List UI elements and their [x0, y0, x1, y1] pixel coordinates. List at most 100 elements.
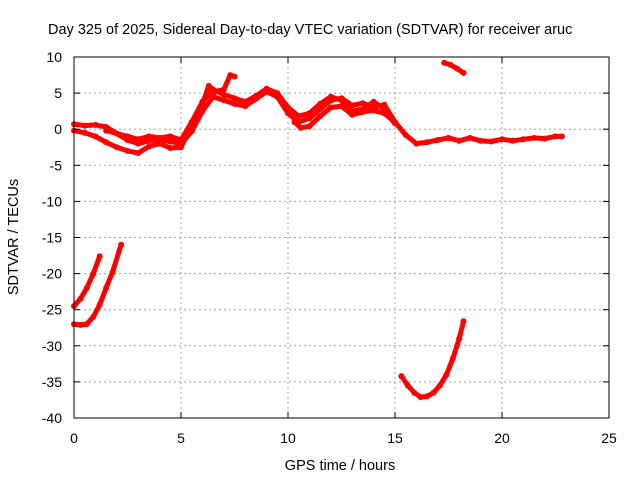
- data-point: [167, 138, 174, 145]
- data-point: [306, 115, 313, 122]
- label-layer: 0 5 10 15 20 25 -40 -35 -30 -25 -20 -15 -10 -5 0 5 10: [42, 49, 617, 446]
- data-point: [83, 321, 90, 328]
- y-tick-label: -30: [42, 338, 62, 354]
- y-tick-label: -5: [50, 157, 63, 173]
- data-point: [199, 98, 206, 105]
- y-tick-label: -15: [42, 230, 62, 246]
- data-point: [92, 133, 99, 140]
- data-point: [156, 140, 163, 147]
- data-point: [520, 136, 527, 143]
- data-point: [291, 119, 298, 125]
- data-point: [295, 113, 302, 120]
- data-point: [242, 103, 249, 110]
- data-point: [424, 139, 431, 146]
- data-point: [263, 85, 270, 92]
- data-point: [109, 269, 116, 276]
- data-point: [417, 394, 424, 401]
- data-point: [488, 138, 495, 145]
- data-point: [274, 90, 281, 97]
- data-point: [81, 122, 88, 129]
- data-point: [359, 100, 366, 107]
- series-track-high: [441, 60, 466, 76]
- data-point: [349, 111, 356, 118]
- data-point: [389, 117, 396, 124]
- x-tick-label: 25: [601, 430, 617, 446]
- data-point: [499, 136, 505, 143]
- data-point: [167, 145, 174, 151]
- y-tick-label: 0: [54, 121, 62, 137]
- y-tick-label: -40: [42, 410, 62, 426]
- data-point: [90, 313, 97, 320]
- data-point: [118, 241, 125, 248]
- data-point: [552, 133, 559, 140]
- chart-title: Day 325 of 2025, Sidereal Day-to-day VTE…: [48, 22, 572, 38]
- data-point: [466, 134, 473, 141]
- data-point: [231, 95, 238, 102]
- y-tick-label: 10: [46, 49, 62, 65]
- data-point: [113, 130, 120, 137]
- data-point: [297, 124, 304, 131]
- data-point: [317, 113, 324, 120]
- data-point: [96, 253, 103, 260]
- data-point: [135, 140, 142, 147]
- data-point: [81, 129, 88, 136]
- data-point: [327, 104, 334, 111]
- y-axis-title: SDTVAR / TECUs: [6, 179, 22, 295]
- data-point: [436, 382, 443, 389]
- data-point: [210, 93, 217, 100]
- x-tick-label: 0: [70, 430, 78, 446]
- data-point: [338, 103, 345, 110]
- data-point: [359, 108, 366, 115]
- data-point: [103, 127, 110, 134]
- data-point: [135, 150, 142, 156]
- data-point: [220, 97, 227, 104]
- y-tick-label: -25: [42, 302, 62, 318]
- data-point: [381, 110, 388, 117]
- data-point: [509, 137, 516, 144]
- data-point: [90, 270, 97, 277]
- data-point: [167, 133, 174, 140]
- data-point: [398, 373, 405, 380]
- data-point: [145, 143, 152, 150]
- data-point: [454, 65, 461, 72]
- data-point: [430, 389, 437, 396]
- data-point: [220, 86, 227, 93]
- x-tick-label: 10: [280, 430, 296, 446]
- data-point: [402, 132, 409, 138]
- data-point: [178, 144, 184, 151]
- data-point: [306, 123, 313, 130]
- y-tick-label: -35: [42, 374, 62, 390]
- x-tick-label: 15: [387, 430, 403, 446]
- data-point: [77, 295, 84, 302]
- data-point: [242, 98, 249, 105]
- series-track-main-c: [103, 86, 398, 143]
- data-point: [456, 335, 463, 342]
- data-point: [205, 82, 212, 89]
- data-point: [327, 93, 334, 100]
- data-point: [103, 285, 110, 291]
- data-point: [317, 100, 324, 107]
- data-point: [531, 134, 538, 141]
- series-layer: [71, 59, 565, 401]
- data-point: [306, 110, 313, 117]
- data-point: [156, 134, 163, 141]
- data-point: [460, 69, 467, 76]
- y-tick-label: -20: [42, 266, 62, 282]
- data-point: [135, 136, 142, 143]
- data-point: [460, 318, 467, 325]
- data-point: [456, 137, 463, 144]
- data-point: [447, 61, 454, 68]
- tick-layer: [73, 56, 610, 419]
- data-point: [411, 389, 418, 396]
- data-point: [558, 133, 565, 140]
- data-point: [434, 137, 441, 143]
- data-point: [178, 137, 184, 143]
- data-point: [220, 91, 227, 98]
- data-point: [285, 104, 291, 111]
- data-point: [96, 301, 103, 308]
- data-point: [443, 371, 450, 378]
- data-point: [77, 321, 84, 328]
